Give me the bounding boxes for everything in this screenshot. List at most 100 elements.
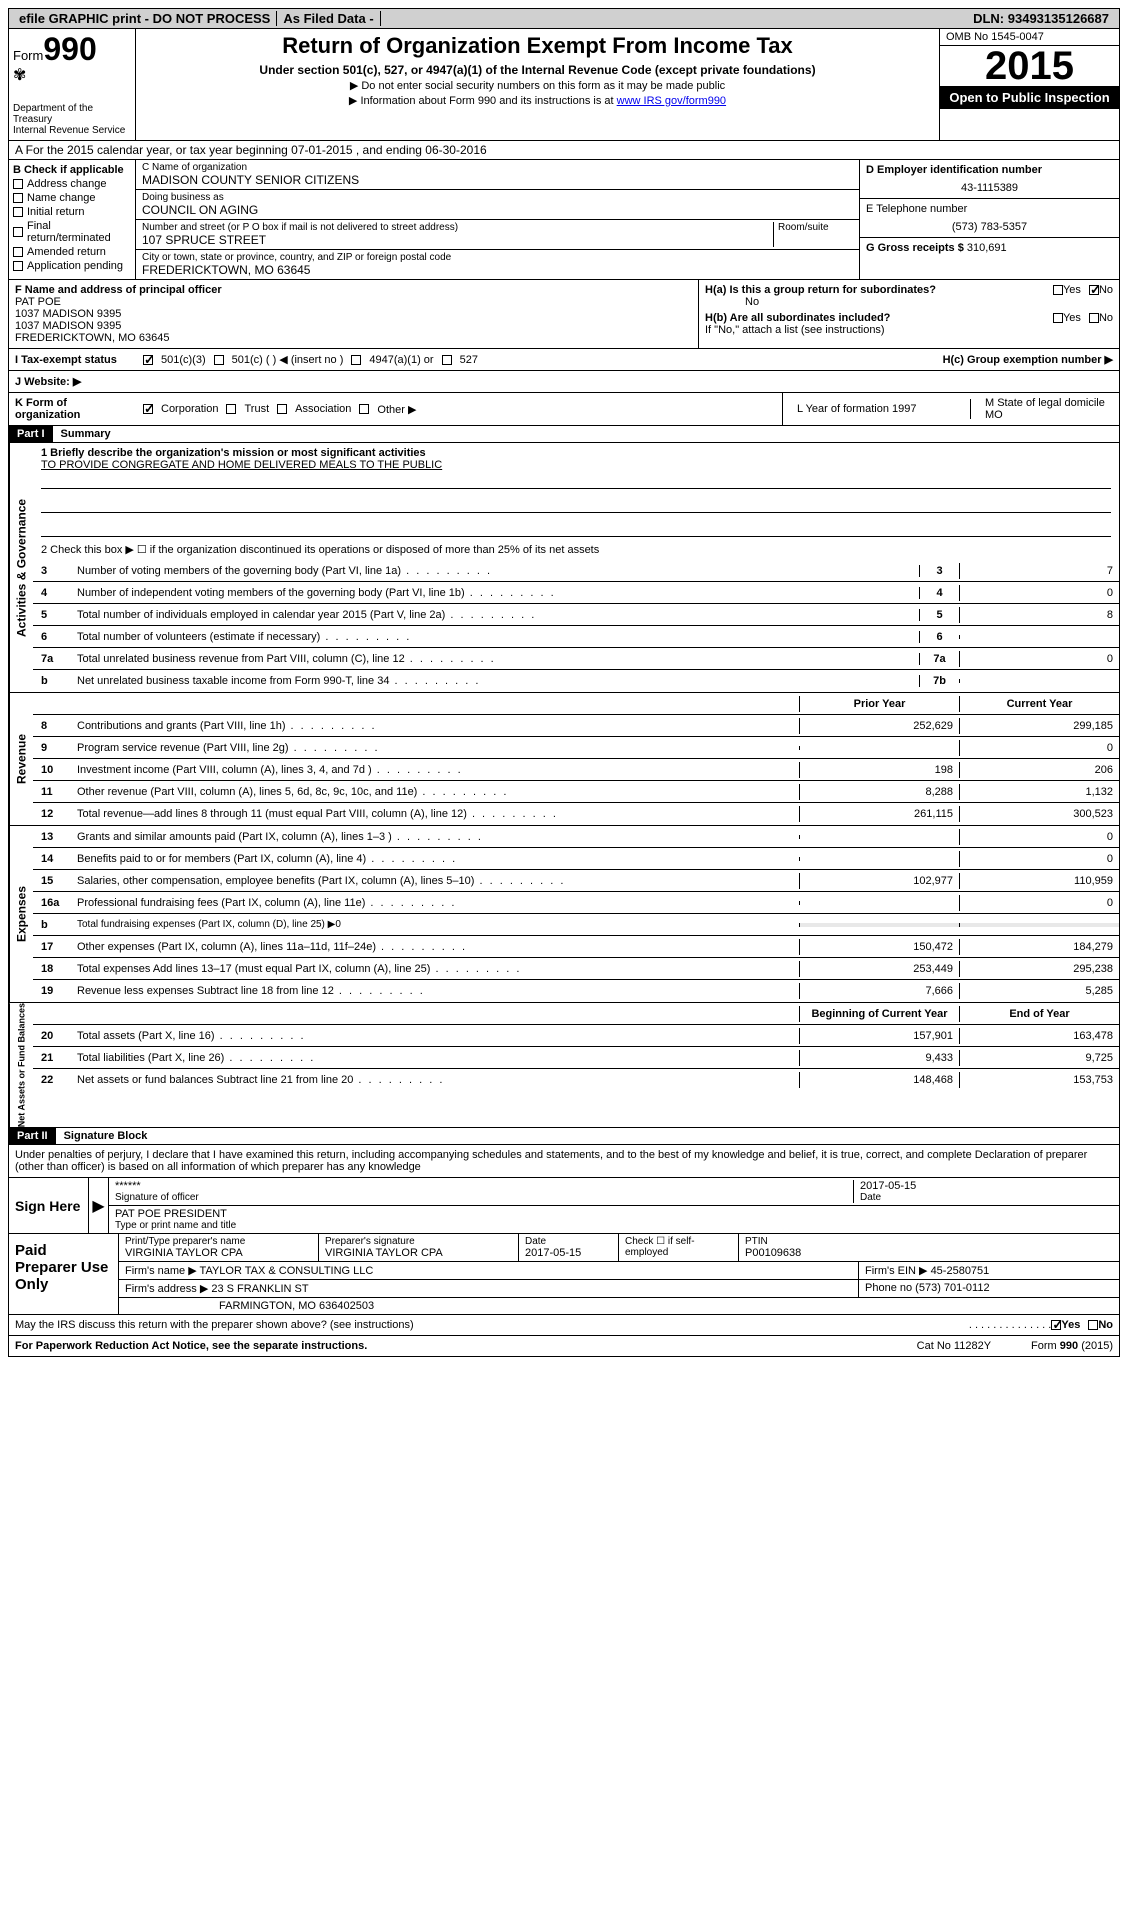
- chk-amended[interactable]: [13, 247, 23, 257]
- prior-value: 253,449: [799, 961, 959, 977]
- current-value: 153,753: [959, 1072, 1119, 1088]
- hb-label: H(b) Are all subordinates included?: [705, 312, 890, 324]
- sig-date-label: Date: [860, 1192, 1113, 1203]
- line-value: [959, 679, 1119, 683]
- chk-address[interactable]: [13, 179, 23, 189]
- prior-value: [799, 923, 959, 927]
- bullet-1: ▶ Do not enter social security numbers o…: [144, 79, 931, 92]
- chk-pending[interactable]: [13, 261, 23, 271]
- current-value: 299,185: [959, 718, 1119, 734]
- prior-value: 157,901: [799, 1028, 959, 1044]
- line-text: Program service revenue (Part VIII, line…: [73, 740, 799, 756]
- ha-yes-chk[interactable]: [1053, 285, 1063, 295]
- sign-here-label: Sign Here: [9, 1178, 89, 1233]
- end-year-hdr: End of Year: [959, 1006, 1119, 1022]
- k-corp-chk[interactable]: [143, 404, 153, 414]
- form-number: 990: [43, 31, 96, 67]
- inspection-label: Open to Public Inspection: [940, 86, 1119, 109]
- may-irs-yes-chk[interactable]: [1051, 1320, 1061, 1330]
- prep-name-label: Print/Type preparer's name: [125, 1236, 312, 1247]
- prior-value: 7,666: [799, 983, 959, 999]
- prior-value: 148,468: [799, 1072, 959, 1088]
- line-text: Total assets (Part X, line 16): [73, 1028, 799, 1044]
- city-value: FREDERICKTOWN, MO 63645: [142, 263, 853, 277]
- firm-addr2: FARMINGTON, MO 636402503: [119, 1298, 1119, 1314]
- line-text: Net assets or fund balances Subtract lin…: [73, 1072, 799, 1088]
- firm-name: TAYLOR TAX & CONSULTING LLC: [200, 1265, 374, 1277]
- type-name-label: Type or print name and title: [115, 1220, 1113, 1231]
- prior-value: 261,115: [799, 806, 959, 822]
- line-value: 7: [959, 563, 1119, 579]
- current-value: [959, 923, 1119, 927]
- i-501c3-chk[interactable]: [143, 355, 153, 365]
- officer-addr1: 1037 MADISON 9395: [15, 308, 692, 320]
- line-num: 10: [33, 764, 73, 776]
- line-num: 5: [33, 609, 73, 621]
- line-num: 8: [33, 720, 73, 732]
- line-num: b: [33, 919, 73, 931]
- line-text: Net unrelated business taxable income fr…: [73, 673, 919, 689]
- hb-yes-chk[interactable]: [1053, 313, 1063, 323]
- current-value: 0: [959, 829, 1119, 845]
- may-irs-no-chk[interactable]: [1088, 1320, 1098, 1330]
- current-value: 206: [959, 762, 1119, 778]
- current-year-hdr: Current Year: [959, 696, 1119, 712]
- line-box: 6: [919, 631, 959, 643]
- current-value: 300,523: [959, 806, 1119, 822]
- line-text: Investment income (Part VIII, column (A)…: [73, 762, 799, 778]
- line-num: 12: [33, 808, 73, 820]
- prior-value: [799, 835, 959, 839]
- chk-final[interactable]: [13, 227, 23, 237]
- i-501c-chk[interactable]: [214, 355, 224, 365]
- line-num: 9: [33, 742, 73, 754]
- q1-label: 1 Briefly describe the organization's mi…: [41, 447, 1111, 459]
- k-trust-chk[interactable]: [226, 404, 236, 414]
- k-other-chk[interactable]: [359, 404, 369, 414]
- chk-name[interactable]: [13, 193, 23, 203]
- hb-no-chk[interactable]: [1089, 313, 1099, 323]
- i-label: I Tax-exempt status: [15, 354, 135, 366]
- current-value: 1,132: [959, 784, 1119, 800]
- line-num: 20: [33, 1030, 73, 1042]
- dln-label: DLN:: [973, 11, 1004, 26]
- prior-value: 8,288: [799, 784, 959, 800]
- i-4947-chk[interactable]: [351, 355, 361, 365]
- current-value: 9,725: [959, 1050, 1119, 1066]
- irs-link[interactable]: www IRS gov/form990: [617, 95, 726, 107]
- form-box: Form990 ✾ Department of the Treasury Int…: [9, 29, 136, 140]
- line-num: b: [33, 675, 73, 687]
- j-label: J Website: ▶: [15, 375, 135, 388]
- line-text: Number of voting members of the governin…: [73, 563, 919, 579]
- line-text: Total fundraising expenses (Part IX, col…: [73, 917, 799, 932]
- line-value: [959, 635, 1119, 639]
- line-num: 4: [33, 587, 73, 599]
- prior-value: [799, 857, 959, 861]
- check-if-label: Check ☐ if self-employed: [619, 1234, 739, 1261]
- prior-value: 102,977: [799, 873, 959, 889]
- ha-no-chk[interactable]: [1089, 285, 1099, 295]
- line-num: 3: [33, 565, 73, 577]
- k-label: K Form of organization: [15, 397, 135, 421]
- line-text: Contributions and grants (Part VIII, lin…: [73, 718, 799, 734]
- phone-label: Phone no: [865, 1282, 912, 1294]
- k-assoc-chk[interactable]: [277, 404, 287, 414]
- efile-label: efile GRAPHIC print - DO NOT PROCESS: [13, 11, 277, 26]
- chk-initial[interactable]: [13, 207, 23, 217]
- prior-value: 150,472: [799, 939, 959, 955]
- line-text: Total revenue—add lines 8 through 11 (mu…: [73, 806, 799, 822]
- top-bar: efile GRAPHIC print - DO NOT PROCESS As …: [8, 8, 1120, 29]
- line-text: Total liabilities (Part X, line 26): [73, 1050, 799, 1066]
- line-num: 13: [33, 831, 73, 843]
- ha-no-text: No: [705, 296, 1113, 308]
- street-label: Number and street (or P O box if mail is…: [142, 222, 773, 233]
- street-value: 107 SPRUCE STREET: [142, 233, 773, 247]
- l-label: L Year of formation 1997: [791, 399, 971, 419]
- firm-ein: 45-2580751: [931, 1265, 990, 1277]
- firm-name-label: Firm's name ▶: [125, 1265, 197, 1277]
- current-value: 0: [959, 895, 1119, 911]
- line-num: 17: [33, 941, 73, 953]
- part2-hdr: Part II: [9, 1128, 56, 1144]
- line-text: Number of independent voting members of …: [73, 585, 919, 601]
- i-527-chk[interactable]: [442, 355, 452, 365]
- part1-title: Summary: [53, 428, 111, 440]
